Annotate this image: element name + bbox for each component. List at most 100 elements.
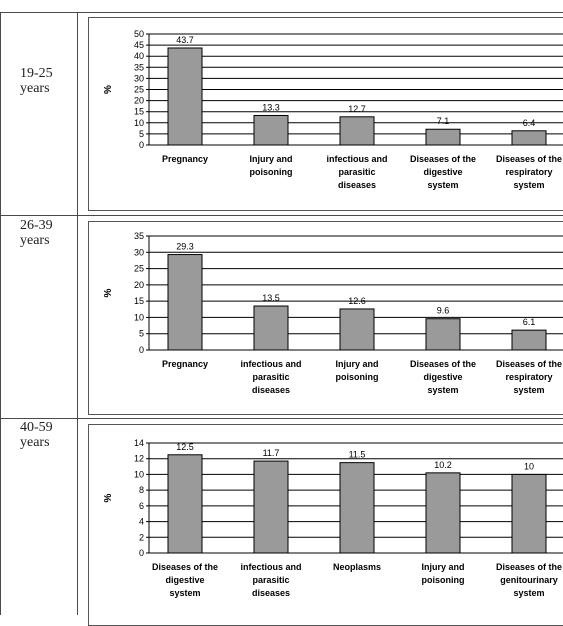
y-tick-label: 45	[134, 40, 144, 50]
category-label-line: respiratory	[505, 372, 552, 382]
category-label: Pregnancy	[162, 359, 208, 369]
category-label-line: digestive	[423, 372, 462, 382]
category-label: Neoplasms	[333, 562, 381, 572]
data-label: 7.1	[437, 116, 450, 126]
category-label: Diseases of the digestive system	[152, 562, 218, 598]
bar	[253, 114, 289, 146]
data-label: 6.1	[523, 317, 536, 327]
y-tick-label: 8	[139, 485, 144, 495]
category-label-line: diseases	[338, 180, 376, 190]
y-tick-label: 20	[134, 96, 144, 106]
column-divider	[77, 12, 78, 615]
category-label-line: Neoplasms	[333, 562, 381, 572]
bar-chart-26-39: 0 5 10 15 20 25 30 35% 29.3 Pregnancy 13.5 infectio…	[103, 231, 563, 395]
y-tick-label: 35	[134, 62, 144, 72]
bar	[511, 329, 547, 351]
bar-chart-40-59: 0 2 4 6 8 10 12 14% 12.5 Diseases of the digestive…	[103, 438, 563, 598]
category-label: infectious and parasitic diseases	[240, 359, 301, 395]
category-label-line: digestive	[165, 575, 204, 585]
table-left-border	[0, 12, 1, 615]
y-tick-label: 10	[134, 469, 144, 479]
bar	[339, 308, 375, 351]
y-axis-label: %	[103, 288, 114, 297]
y-tick-label: 6	[139, 501, 144, 511]
y-tick-label: 30	[134, 73, 144, 83]
bar	[253, 460, 289, 554]
data-label: 10	[524, 461, 534, 471]
category-label-line: parasitic	[252, 575, 289, 585]
category-label-line: Diseases of the	[410, 154, 476, 164]
y-tick-label: 12	[134, 454, 144, 464]
bar	[425, 128, 461, 146]
table-top-border	[0, 12, 563, 13]
category-label: Diseases of the digestive system	[410, 154, 476, 190]
bar	[339, 462, 375, 554]
category-label-line: Injury and	[249, 154, 292, 164]
y-tick-label: 40	[134, 51, 144, 61]
bar	[425, 318, 461, 351]
category-label-line: system	[513, 180, 544, 190]
data-label: 11.5	[349, 450, 366, 460]
chart-panel-26-39: 0 5 10 15 20 25 30 35% 29.3 Pregnancy 13.5 infectio…	[88, 221, 563, 415]
row-label-26-39: 26-39 years	[20, 218, 53, 248]
category-label: Diseases of the respiratory system	[496, 154, 562, 190]
bar	[425, 472, 461, 554]
category-label-line: digestive	[423, 167, 462, 177]
y-tick-label: 35	[134, 231, 144, 241]
data-label: 10.2	[434, 460, 452, 470]
y-tick-label: 0	[139, 548, 144, 558]
category-label-line: Diseases of the	[496, 562, 562, 572]
category-label-line: system	[427, 180, 458, 190]
row-label-40-59: 40-59 years	[20, 420, 53, 450]
y-tick-label: 25	[134, 264, 144, 274]
data-label: 13.3	[262, 102, 280, 112]
y-axis-label: %	[103, 85, 114, 94]
data-label: 6.4	[523, 118, 536, 128]
bar	[511, 473, 547, 554]
bar	[253, 305, 289, 351]
row-divider-2	[0, 418, 563, 419]
category-label: Diseases of the digestive system	[410, 359, 476, 395]
category-label-line: genitourinary	[500, 575, 558, 585]
y-tick-label: 30	[134, 247, 144, 257]
category-label: Diseases of the genitourinary system	[496, 562, 562, 598]
category-label: Injury and poisoning	[421, 562, 464, 585]
y-tick-label: 0	[139, 345, 144, 355]
bar	[511, 130, 547, 146]
data-label: 12.6	[348, 296, 366, 306]
data-label: 12.5	[176, 442, 194, 452]
category-label: Pregnancy	[162, 154, 208, 164]
category-label-line: system	[513, 385, 544, 395]
category-label-line: system	[427, 385, 458, 395]
category-label-line: parasitic	[252, 372, 289, 382]
category-label: Diseases of the respiratory system	[496, 359, 562, 395]
y-tick-label: 10	[134, 118, 144, 128]
y-tick-label: 15	[134, 296, 144, 306]
y-tick-label: 14	[134, 438, 144, 448]
category-label: infectious and parasitic diseases	[240, 562, 301, 598]
y-tick-label: 15	[134, 107, 144, 117]
category-label-line: poisoning	[422, 575, 465, 585]
category-label-line: infectious and	[240, 562, 301, 572]
bar	[339, 116, 375, 146]
category-label-line: Pregnancy	[162, 359, 208, 369]
category-label: infectious and parasitic diseases	[326, 154, 387, 190]
category-label-line: Diseases of the	[496, 154, 562, 164]
row-divider-1	[0, 215, 563, 216]
y-tick-label: 5	[139, 129, 144, 139]
y-tick-label: 20	[134, 280, 144, 290]
category-label-line: parasitic	[338, 167, 375, 177]
data-label: 43.7	[176, 35, 194, 45]
category-label-line: poisoning	[336, 372, 379, 382]
category-label-line: infectious and	[326, 154, 387, 164]
y-tick-label: 0	[139, 140, 144, 150]
data-label: 13.5	[262, 293, 280, 303]
category-label-line: Diseases of the	[410, 359, 476, 369]
category-label-line: system	[169, 588, 200, 598]
category-label-line: system	[513, 588, 544, 598]
category-label-line: diseases	[252, 385, 290, 395]
bar	[167, 254, 203, 351]
chart-panel-19-25: 0 5 10 15 20 25 30 35 40 45 50% 43.7 Pregnancy 13.3 In…	[88, 17, 563, 211]
category-label: Injury and poisoning	[335, 359, 378, 382]
